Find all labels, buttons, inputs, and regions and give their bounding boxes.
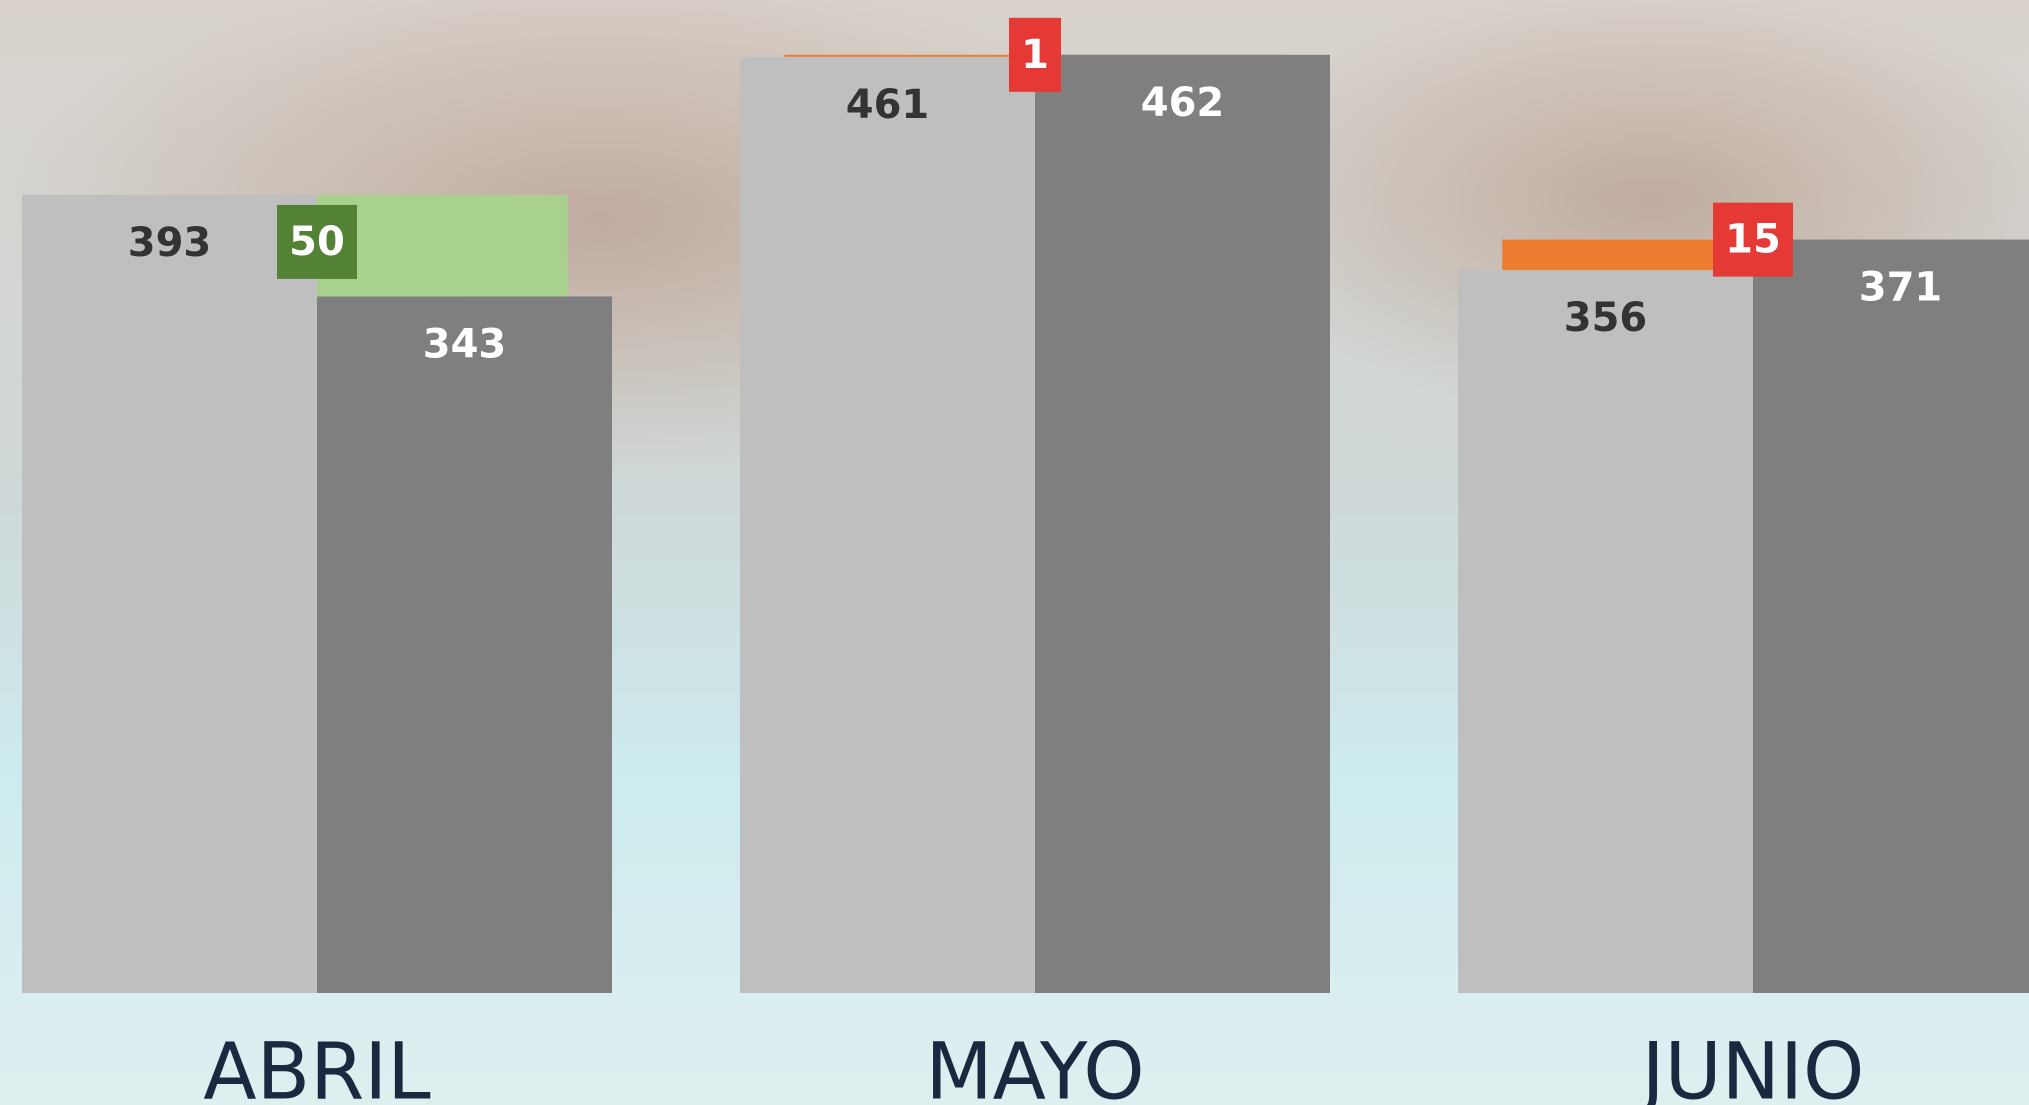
page: 39334350ABRIL4614621MAYO35637115JUNIO ((… [0,0,2029,1105]
data-label: 356 [1564,295,1648,341]
bar [22,195,317,993]
bar [740,57,1035,993]
bar [1458,270,1753,993]
data-label: 393 [128,220,212,266]
variance-label: 15 [1725,217,1781,263]
chart: 393 343 50 ABRIL 461 462 1 MAYO 356 371 15 JUNIO [0,0,2029,1105]
x-tick-label: ABRIL [203,1027,431,1105]
x-tick-label: MAYO [925,1027,1144,1105]
variance-label: 50 [289,219,345,265]
variance-label: 1 [1021,32,1049,78]
data-label: 462 [1141,80,1225,126]
bar [317,296,612,993]
data-label: 343 [423,321,507,367]
data-label: 371 [1859,265,1943,311]
data-label: 461 [846,82,930,128]
x-tick-label: JUNIO [1637,1027,1865,1105]
bar [1753,240,2029,993]
bar [1035,55,1330,993]
